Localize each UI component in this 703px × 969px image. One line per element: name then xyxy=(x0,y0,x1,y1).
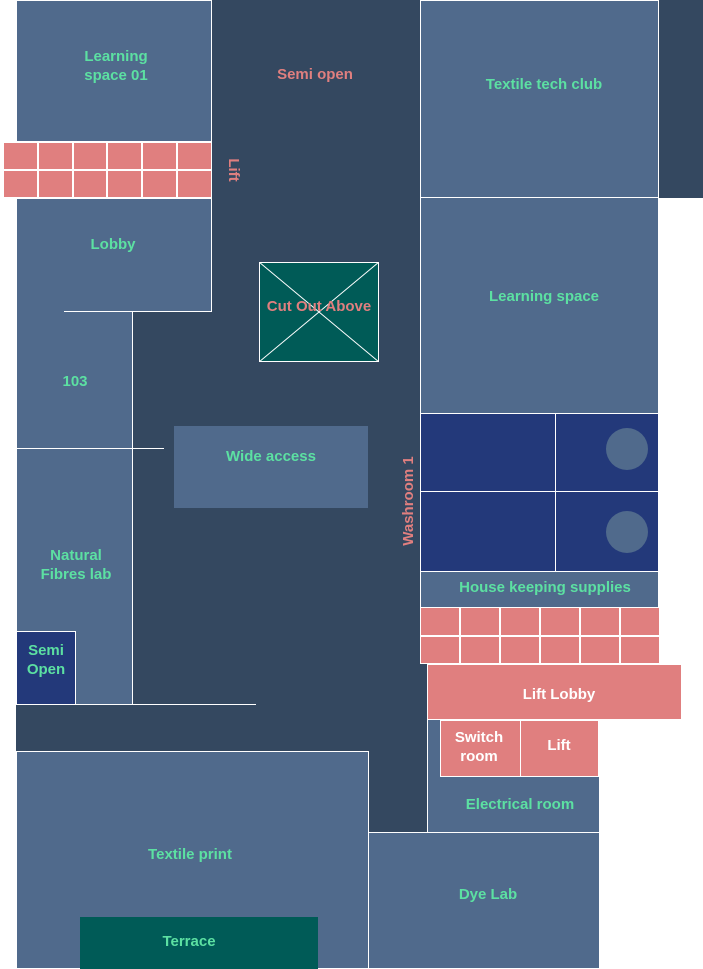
staircase-north xyxy=(3,142,212,198)
dye-lab-room xyxy=(368,832,600,969)
learning-space-01-room xyxy=(16,0,212,142)
lift-label-vertical: Lift xyxy=(225,158,243,182)
divider-103-top xyxy=(64,311,212,312)
washbasin-icon xyxy=(606,428,648,470)
house-keeping-supplies-room xyxy=(420,571,659,608)
switch-room xyxy=(440,720,521,777)
textile-print-label: Textile print xyxy=(148,845,232,863)
learning-space-room xyxy=(420,197,659,414)
terrace-label: Terrace xyxy=(162,932,216,950)
lobby-room xyxy=(16,198,212,312)
textile-tech-club-room xyxy=(420,0,659,198)
washroom-stall xyxy=(420,491,556,572)
cut-out-cross-icon xyxy=(259,262,379,362)
lift-small-label: Lift xyxy=(547,736,571,754)
learning-space-label: Learning space xyxy=(488,287,600,305)
room-103-label: 103 xyxy=(62,372,88,390)
cut-out-above-label: Cut Out Above xyxy=(266,297,372,315)
wide-access-area xyxy=(174,426,368,508)
semi-open-small-label: Semi Open xyxy=(26,642,66,678)
house-keeping-supplies-label: House keeping supplies xyxy=(459,578,631,596)
terrace-area xyxy=(80,917,318,969)
lift-shaft xyxy=(520,720,599,777)
semi-open-top-label: Semi open xyxy=(277,65,353,83)
staircase-east xyxy=(420,607,660,664)
divider-south-corridor xyxy=(16,704,256,705)
lift-lobby-label: Lift Lobby xyxy=(522,685,596,703)
washroom-1-label: Washroom 1 xyxy=(399,456,417,546)
east-corridor-strip xyxy=(655,0,703,198)
semi-open-small-room xyxy=(16,631,76,705)
divider-103-bottom xyxy=(16,448,164,449)
learning-space-01-label: Learning space 01 xyxy=(84,48,148,84)
lobby-label: Lobby xyxy=(90,235,136,253)
electrical-room-label: Electrical room xyxy=(465,795,575,813)
washroom-stall xyxy=(420,413,556,492)
textile-tech-club-label: Textile tech club xyxy=(485,75,603,93)
dye-lab-label: Dye Lab xyxy=(458,885,518,903)
wide-access-label: Wide access xyxy=(226,447,316,465)
cut-out-above-area xyxy=(259,262,379,362)
natural-fibres-lab-label: Natural Fibres lab xyxy=(40,547,112,583)
switch-room-label: Switch room xyxy=(454,729,504,765)
washbasin-icon xyxy=(606,511,648,553)
